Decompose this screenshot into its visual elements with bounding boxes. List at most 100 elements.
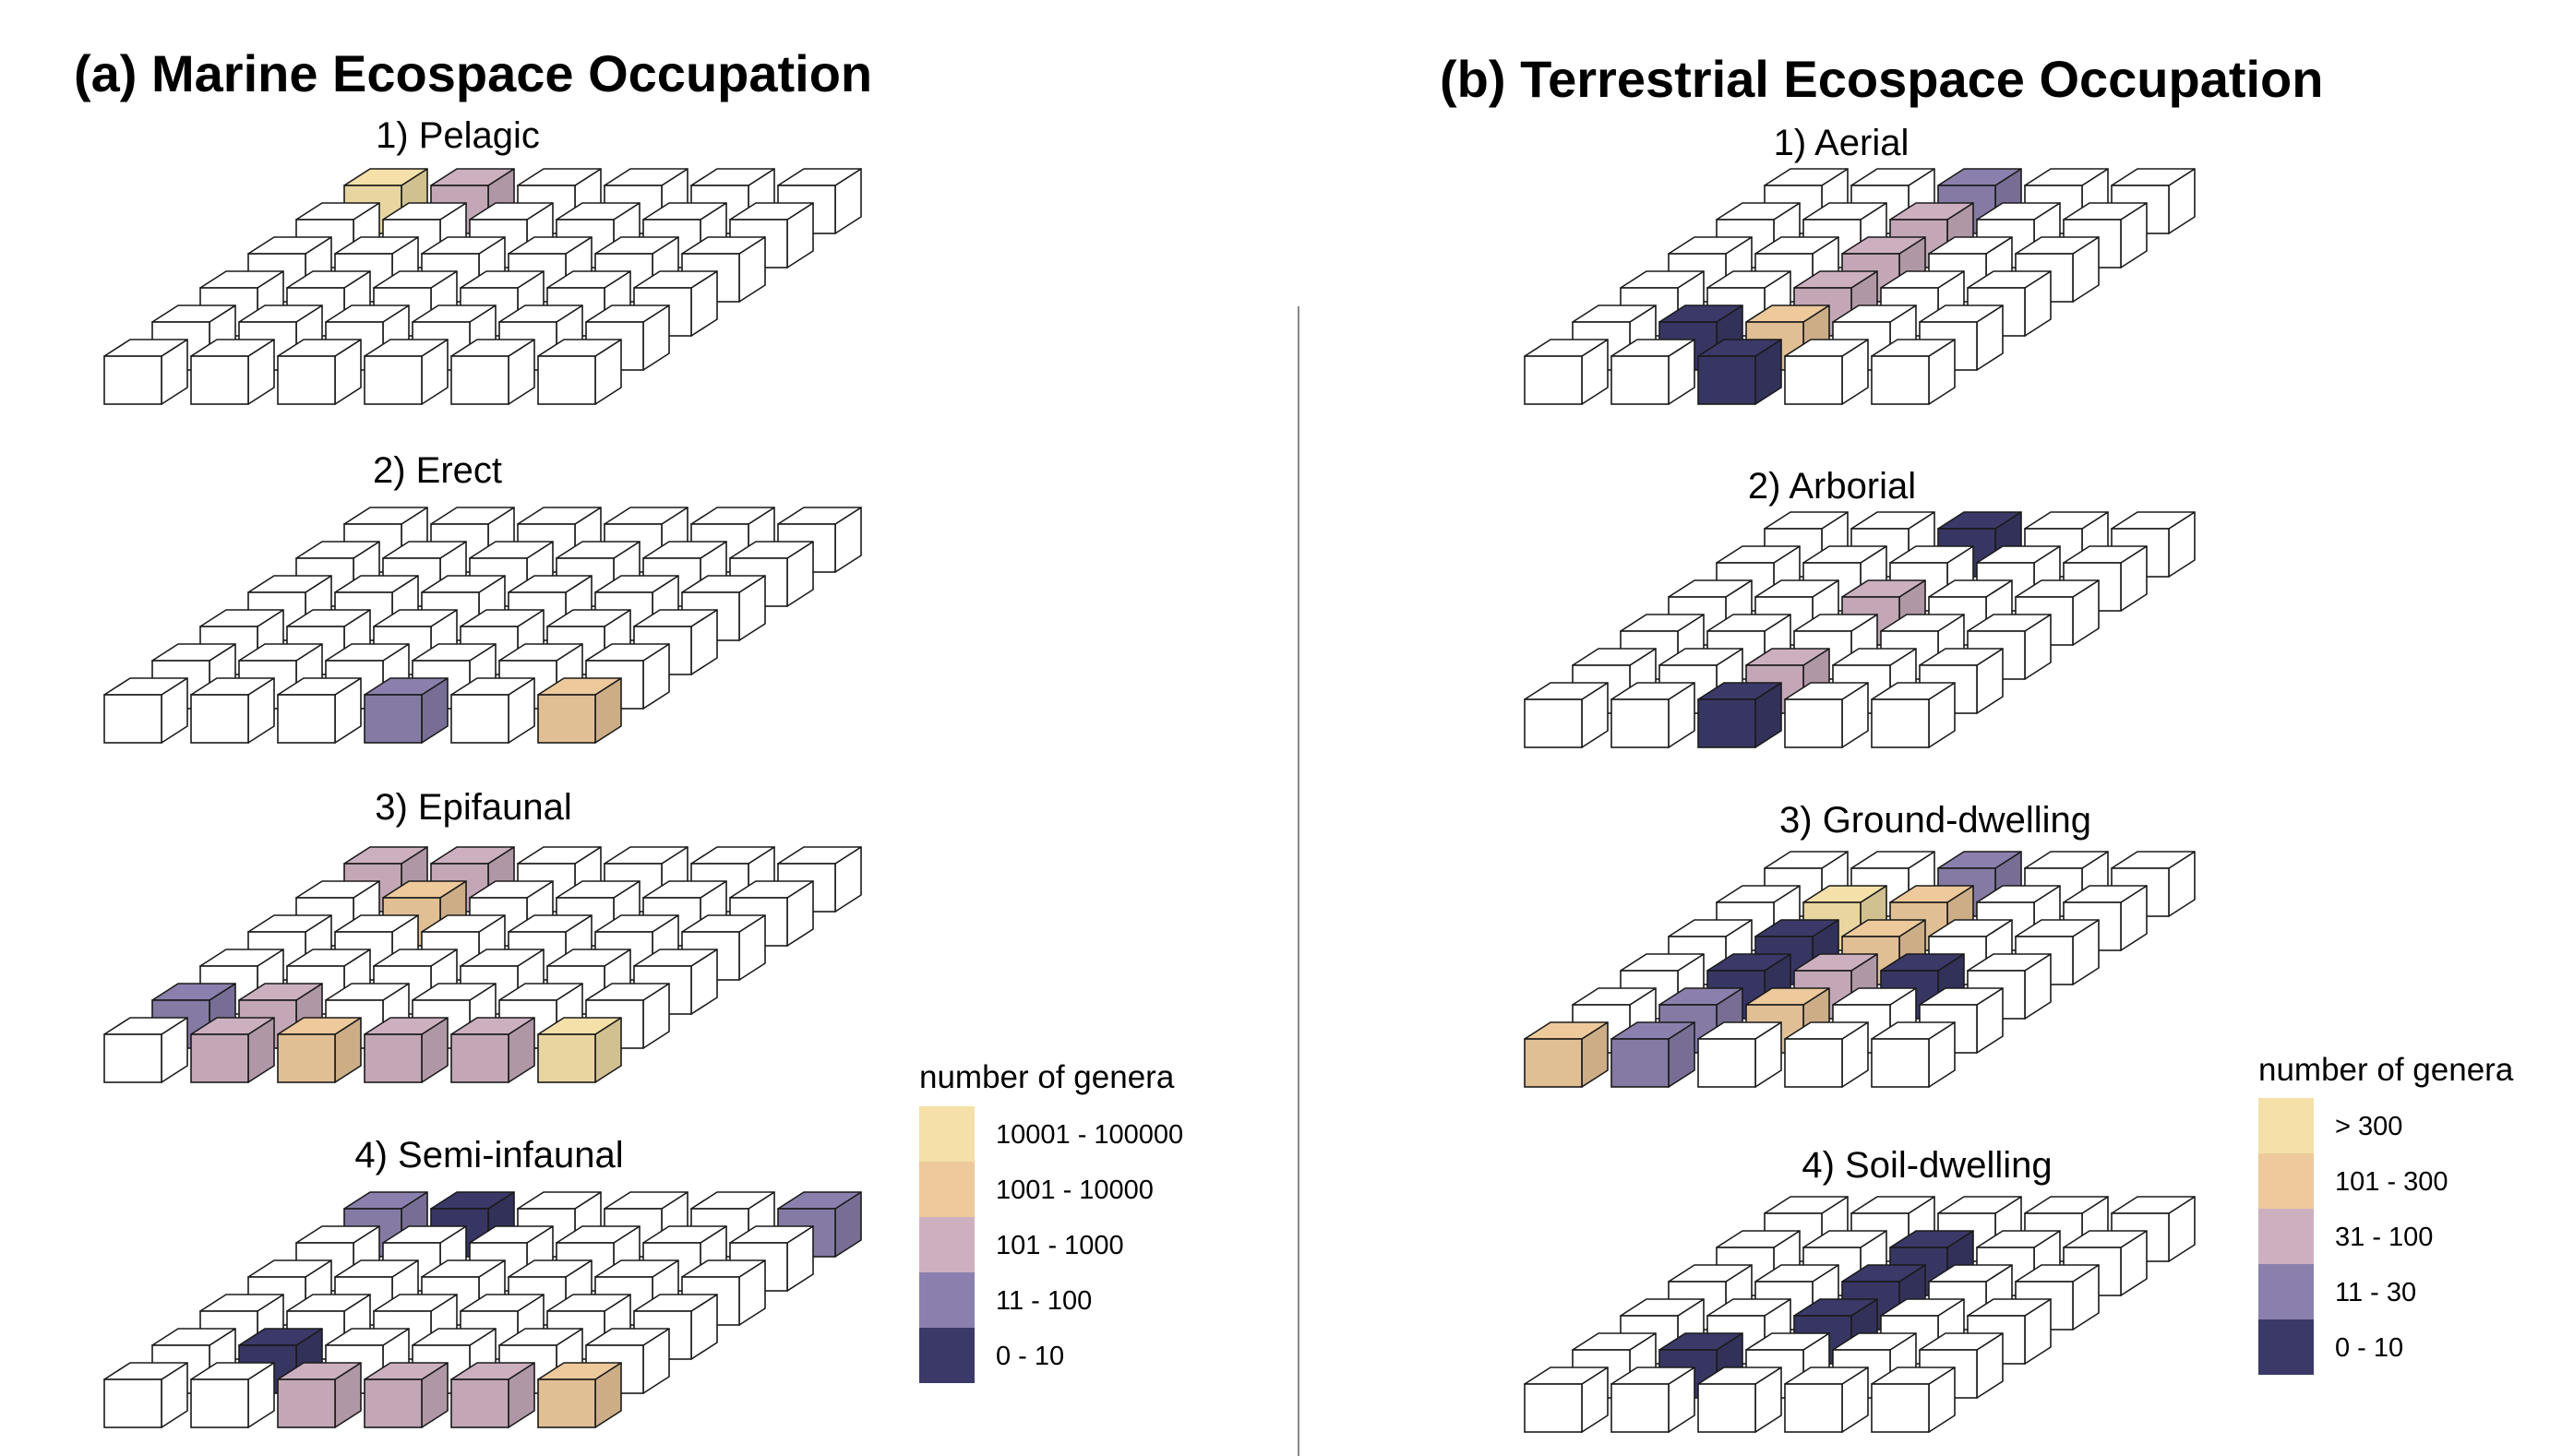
marine-legend-swatch-2 (919, 1162, 975, 1217)
terrestrial-legend-label-5: 0 - 10 (2335, 1333, 2403, 1363)
terrestrial-legend: number of genera > 300 101 - 300 31 - 100 1… (2258, 1052, 2514, 1375)
terrestrial-grid-2 (1524, 511, 2196, 748)
marine-cube-g1-r0-c2 (277, 339, 362, 405)
terrestrial-cube-g2-r0-c3 (1784, 682, 1869, 748)
terrestrial-cube-g3-r0-c1-front (1610, 1038, 1670, 1088)
marine-grid-title-erect: 2) Erect (373, 450, 502, 491)
terrestrial-cube-g1-r0-c1-front (1610, 355, 1670, 405)
terrestrial-legend-label-1: > 300 (2335, 1112, 2402, 1141)
marine-legend-items: 10001 - 100000 1001 - 10000 101 - 1000 11 -… (919, 1106, 1183, 1383)
marine-cube-g3-r0-c4-front (450, 1033, 509, 1083)
terrestrial-cube-g3-r0-c2-front (1697, 1038, 1756, 1088)
terrestrial-cube-g4-r0-c2 (1697, 1366, 1782, 1433)
terrestrial-cube-g3-r0-c4 (1871, 1021, 1956, 1088)
terrestrial-cube-g3-r0-c3-front (1784, 1038, 1843, 1088)
marine-cube-g2-r0-c4-front (450, 694, 509, 744)
marine-cube-g1-r0-c1 (190, 339, 275, 405)
marine-cube-g1-r0-c2-front (277, 355, 336, 405)
terrestrial-grid-4 (1524, 1196, 2196, 1433)
marine-cube-g1-r0-c3-front (364, 355, 423, 405)
terrestrial-cube-g2-r0-c4-front (1871, 698, 1930, 748)
terrestrial-cube-g2-r0-c1 (1610, 682, 1695, 748)
marine-cube-g4-r0-c0-front (103, 1378, 162, 1428)
marine-cube-g4-r0-c4 (450, 1362, 535, 1428)
marine-cube-g3-r0-c2 (277, 1017, 362, 1083)
terrestrial-cube-g2-r1-c4 (1919, 648, 2004, 714)
marine-legend-swatch-5 (919, 1328, 975, 1383)
marine-legend-label-2: 1001 - 10000 (996, 1176, 1154, 1205)
marine-cube-g2-r0-c5-front (537, 694, 596, 744)
marine-grid-1 (103, 168, 862, 405)
marine-cube-g3-r0-c0 (103, 1017, 188, 1083)
terrestrial-cube-g2-r0-c0 (1524, 682, 1609, 748)
marine-cube-g3-r0-c3 (364, 1017, 449, 1083)
terrestrial-cube-g1-r0-c2 (1697, 339, 1782, 405)
terrestrial-legend-label-4: 11 - 30 (2335, 1278, 2416, 1307)
terrestrial-grid-title-ground-dwelling: 3) Ground-dwelling (1779, 800, 2091, 841)
marine-cube-g3-r0-c2-front (277, 1033, 336, 1083)
terrestrial-grid-title-aerial: 1) Aerial (1774, 123, 1910, 163)
terrestrial-cube-g4-r0-c4 (1871, 1366, 1956, 1433)
marine-cube-g3-r0-c5 (537, 1017, 622, 1083)
terrestrial-legend-swatch-5 (2258, 1319, 2314, 1375)
marine-grid-title-semi-infaunal: 4) Semi-infaunal (354, 1135, 623, 1176)
terrestrial-cube-g1-r0-c0 (1524, 339, 1609, 405)
marine-cube-g1-r0-c0 (103, 339, 188, 405)
marine-cube-g4-r0-c5-front (537, 1378, 596, 1428)
marine-grid-4 (103, 1191, 862, 1428)
terrestrial-cube-g1-r0-c3 (1784, 339, 1869, 405)
marine-cube-g3-r0-c4 (450, 1017, 535, 1083)
marine-legend-swatch-4 (919, 1272, 975, 1328)
marine-cube-g4-r0-c5 (537, 1362, 622, 1428)
marine-grid-3 (103, 846, 862, 1083)
marine-cube-g2-r0-c1-front (190, 694, 249, 744)
marine-cube-g2-r0-c3 (364, 677, 449, 744)
marine-cube-g1-r0-c5 (537, 339, 622, 405)
terrestrial-cube-g1-r0-c4 (1871, 339, 1956, 405)
marine-legend-label-4: 11 - 100 (996, 1286, 1092, 1316)
terrestrial-cube-g1-r0-c1 (1610, 339, 1695, 405)
marine-cube-g2-r0-c1 (190, 677, 275, 744)
terrestrial-cube-g3-r0-c4-front (1871, 1038, 1930, 1088)
terrestrial-grid-title-arborial: 2) Arborial (1748, 466, 1916, 507)
marine-legend-label-3: 101 - 1000 (996, 1231, 1124, 1260)
terrestrial-legend-label-2: 101 - 300 (2335, 1167, 2448, 1197)
terrestrial-legend-swatch-3 (2258, 1209, 2314, 1264)
marine-cube-g4-r0-c3-front (364, 1378, 423, 1428)
marine-panel-title: (a) Marine Ecospace Occupation (74, 44, 872, 102)
marine-legend-label-5: 0 - 10 (996, 1342, 1064, 1371)
marine-cube-g4-r0-c3 (364, 1362, 449, 1428)
terrestrial-cube-g4-r0-c0 (1524, 1366, 1609, 1433)
marine-cube-g1-r0-c0-front (103, 355, 162, 405)
terrestrial-cube-g1-r5-c2 (1937, 168, 2022, 234)
terrestrial-cube-g3-r0-c0-front (1524, 1038, 1583, 1088)
marine-cube-g1-r0-c1-front (190, 355, 249, 405)
terrestrial-cube-g2-r0-c3-front (1784, 698, 1843, 748)
marine-cube-g2-r0-c5 (537, 677, 622, 744)
marine-cube-g2-r0-c0-front (103, 694, 162, 744)
marine-cube-g3-r0-c3-front (364, 1033, 423, 1083)
marine-cube-g3-r0-c1 (190, 1017, 275, 1083)
marine-cube-g2-r0-c3-front (364, 694, 423, 744)
terrestrial-cube-g2-r0-c1-front (1610, 698, 1670, 748)
terrestrial-legend-items: > 300 101 - 300 31 - 100 11 - 30 0 - 10 (2258, 1098, 2448, 1375)
terrestrial-cube-g4-r0-c3 (1784, 1366, 1869, 1433)
marine-cube-g1-r0-c3 (364, 339, 449, 405)
terrestrial-panel-title: (b) Terrestrial Ecospace Occupation (1440, 50, 2323, 108)
marine-cube-g1-r0-c5-front (537, 355, 596, 405)
marine-cube-g2-r0-c2-front (277, 694, 336, 744)
marine-grid-title-epifaunal: 3) Epifaunal (375, 787, 571, 828)
terrestrial-cube-g2-r0-c2-front (1697, 698, 1756, 748)
terrestrial-cube-g1-r0-c3-front (1784, 355, 1843, 405)
terrestrial-cube-g4-r0-c2-front (1697, 1383, 1756, 1433)
marine-cube-g4-r0-c4-front (450, 1378, 509, 1428)
marine-cube-g4-r0-c1-front (190, 1378, 249, 1428)
marine-cube-g1-r3-c5 (681, 236, 766, 303)
terrestrial-grid-3 (1524, 851, 2196, 1088)
marine-legend-swatch-3 (919, 1217, 975, 1272)
cube-grids (103, 168, 2196, 1433)
terrestrial-cube-g3-r0-c0 (1524, 1021, 1609, 1088)
terrestrial-legend-swatch-4 (2258, 1264, 2314, 1319)
marine-legend-label-1: 10001 - 100000 (996, 1120, 1183, 1150)
